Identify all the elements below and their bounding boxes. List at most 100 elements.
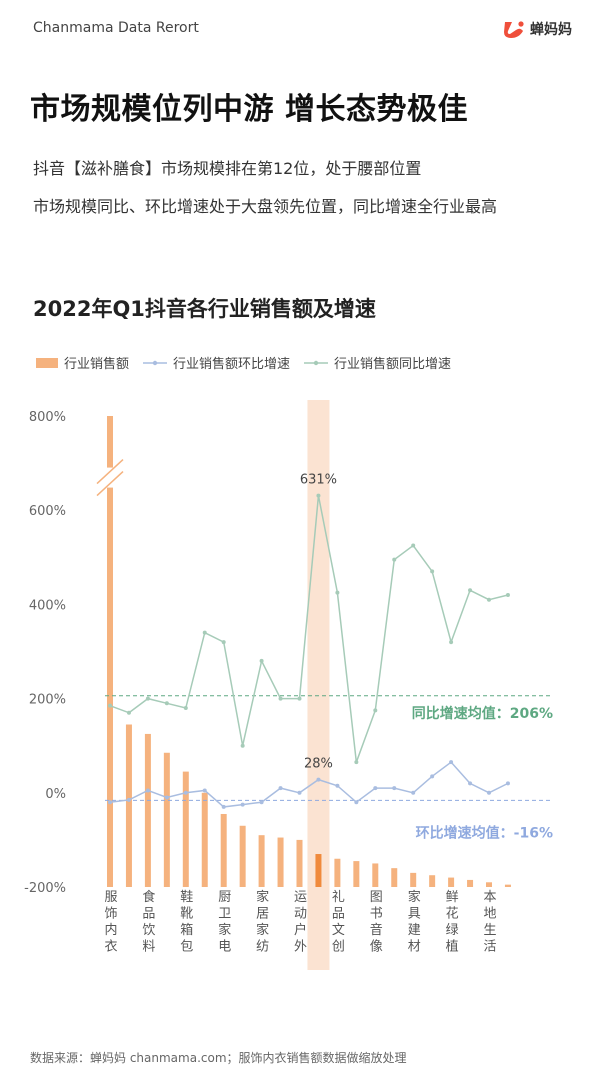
- category-label: 家居家纺: [256, 889, 269, 955]
- bar: [258, 835, 265, 887]
- series-line: [109, 761, 509, 808]
- category-label: 鞋靴箱包: [180, 889, 193, 955]
- series-point: [411, 790, 416, 795]
- bar: [334, 858, 341, 887]
- chanmama-logo-icon: [504, 21, 524, 38]
- series-point: [505, 781, 510, 786]
- data-label: 631%: [300, 473, 337, 488]
- bar: [410, 872, 417, 887]
- series-point: [430, 569, 435, 574]
- bar: [504, 884, 511, 887]
- y-tick-label: 800%: [29, 410, 66, 425]
- series-point: [430, 774, 435, 779]
- series-point: [468, 781, 473, 786]
- series-point: [354, 800, 359, 805]
- series-point: [164, 795, 169, 800]
- bar: [220, 813, 227, 887]
- bar: [277, 837, 284, 887]
- category-label: 运动户外: [294, 890, 307, 955]
- top-bar: Chanmama Data Rerort 蝉妈妈: [0, 0, 600, 60]
- series-point: [126, 797, 131, 802]
- series-point: [145, 788, 150, 793]
- legend-mom-swatch: [143, 360, 168, 365]
- bar: [163, 752, 170, 887]
- category-label: 鲜花绿植: [446, 890, 459, 955]
- series-point: [316, 493, 321, 498]
- category-label: 礼品文创: [332, 889, 345, 955]
- y-tick-label: 200%: [29, 693, 66, 708]
- bar: [372, 863, 379, 887]
- series-line: [109, 495, 509, 763]
- series-point: [108, 703, 112, 708]
- category-label: 家具建材: [408, 889, 421, 955]
- series-point: [392, 557, 397, 562]
- legend-item-mom: 行业销售额环比增速: [143, 353, 290, 372]
- series-point: [278, 696, 283, 701]
- series-point: [297, 790, 302, 795]
- bar: [486, 882, 492, 887]
- y-tick-label: 400%: [29, 598, 66, 613]
- series-point: [468, 588, 473, 593]
- series-point: [487, 790, 491, 795]
- series-point: [411, 543, 416, 548]
- chart-legend: 行业销售额 行业销售额环比增速 行业销售额同比增速: [36, 353, 465, 372]
- category-label: 食品饮料: [142, 889, 155, 955]
- category-label: 图书音像: [370, 890, 383, 955]
- bar: [353, 861, 360, 887]
- bar: [125, 724, 132, 887]
- axis-break-mark: [96, 471, 124, 497]
- y-tick-label: -200%: [24, 881, 66, 896]
- series-point: [335, 590, 340, 595]
- bar: [144, 733, 151, 887]
- series-point: [449, 760, 454, 765]
- bar: [107, 416, 113, 887]
- series-point: [335, 783, 340, 788]
- reference-line-label: 同比增速均值：206%: [412, 705, 553, 722]
- bar: [296, 839, 303, 887]
- category-label: 服饰内衣: [104, 890, 117, 955]
- legend-label-yoy: 行业销售额同比增速: [334, 357, 452, 372]
- y-tick-label: 600%: [29, 504, 66, 519]
- legend-item-yoy: 行业销售额同比增速: [304, 353, 451, 372]
- bar: [239, 825, 246, 887]
- series-point: [108, 800, 112, 805]
- series-point: [487, 597, 491, 602]
- logo: 蝉妈妈: [502, 18, 572, 40]
- series-point: [259, 800, 264, 805]
- series-point: [202, 630, 207, 635]
- series-point: [183, 706, 188, 711]
- chart-title: 2022年Q1抖音各行业销售额及增速: [33, 297, 376, 321]
- series-point: [278, 786, 283, 791]
- series-point: [297, 696, 302, 701]
- axis-break-mark: [96, 459, 124, 485]
- series-point: [183, 790, 188, 795]
- series-point: [240, 802, 245, 807]
- category-label: 本地生活: [483, 890, 496, 955]
- series-point: [126, 710, 131, 715]
- legend-yoy-swatch: [304, 360, 329, 365]
- bar: [182, 771, 189, 887]
- y-tick-label: 0%: [45, 787, 66, 802]
- axis-break-gap: [104, 467, 116, 488]
- series-point: [316, 777, 321, 782]
- page-headline: 市场规模位列中游 增长态势极佳: [30, 92, 468, 127]
- legend-bar-swatch: [36, 357, 58, 368]
- category-label: 厨卫家电: [218, 890, 231, 955]
- bar: [467, 879, 474, 887]
- subtitle-1: 抖音【滋补膳食】市场规模排在第12位，处于腰部位置: [33, 159, 422, 178]
- data-label: 28%: [304, 757, 333, 772]
- series-point: [505, 592, 510, 597]
- series-point: [373, 786, 378, 791]
- brand-title: Chanmama Data Rerort: [33, 20, 199, 36]
- bar: [429, 875, 436, 887]
- series-point: [221, 640, 226, 645]
- series-point: [354, 760, 359, 765]
- series-point: [221, 804, 226, 809]
- series-point: [259, 658, 264, 663]
- legend-label-sales: 行业销售额: [64, 357, 130, 372]
- series-point: [202, 788, 207, 793]
- subtitle-2: 市场规模同比、环比增速处于大盘领先位置，同比增速全行业最高: [33, 197, 498, 216]
- bar: [448, 877, 455, 887]
- logo-text: 蝉妈妈: [530, 22, 572, 38]
- legend-label-mom: 行业销售额环比增速: [173, 357, 291, 372]
